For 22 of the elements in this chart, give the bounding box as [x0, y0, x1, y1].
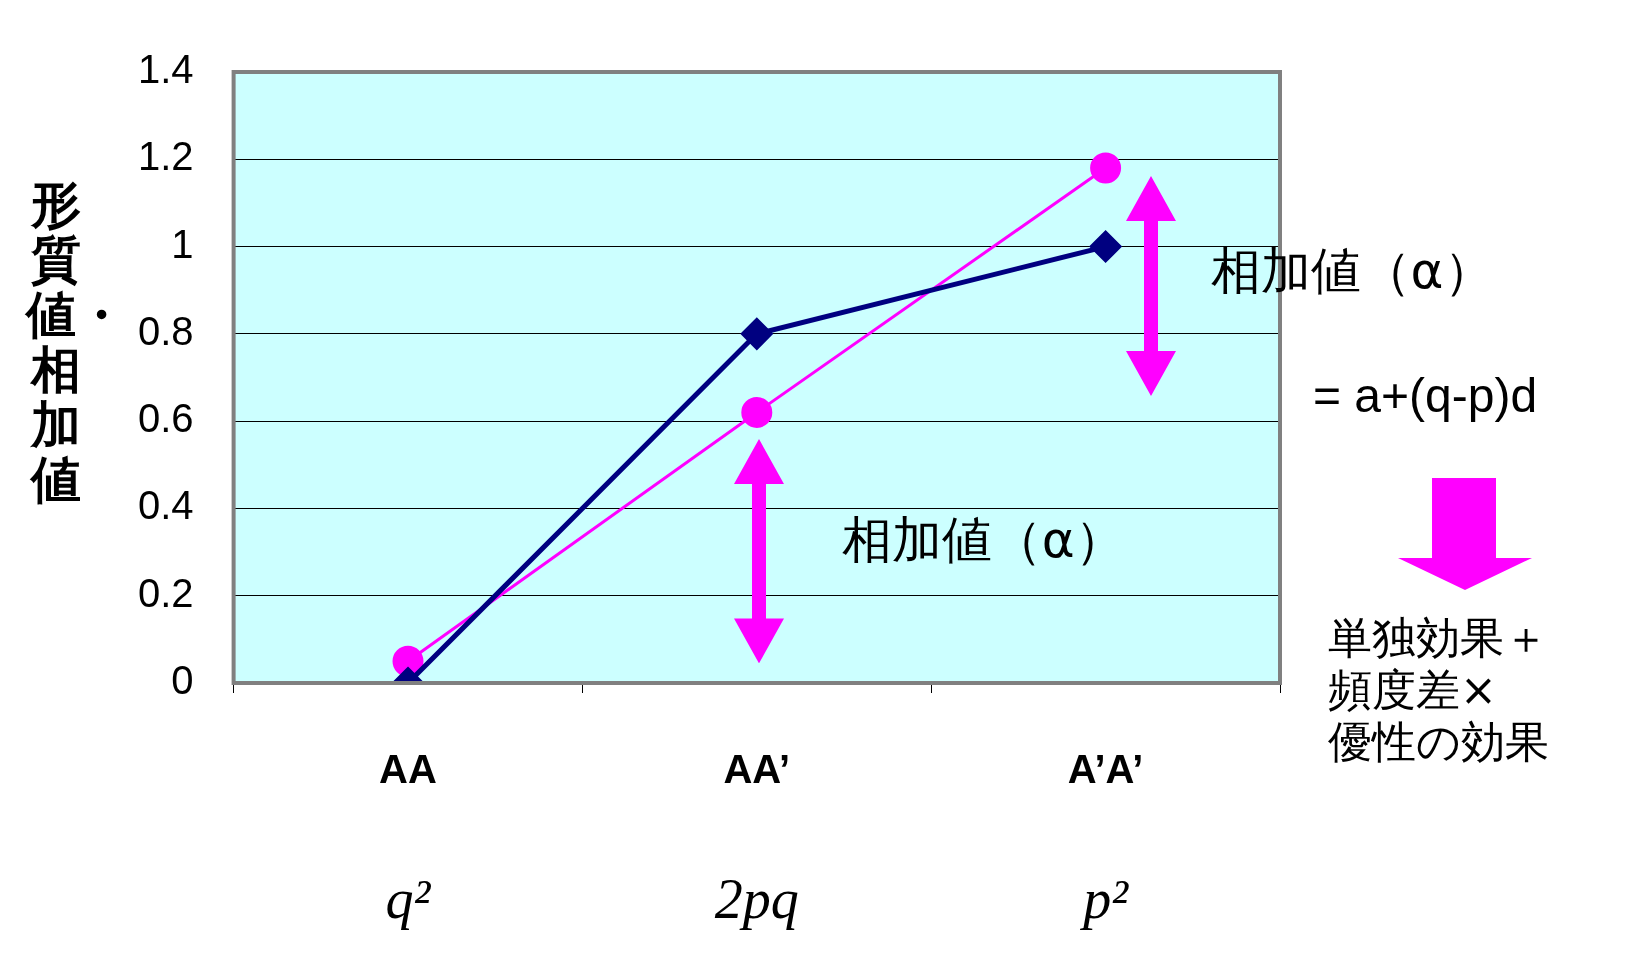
- category-label: AA q²: [379, 747, 437, 930]
- category-label: A’A’ p²: [1067, 747, 1144, 930]
- y-tick-label: 1.2: [138, 134, 194, 179]
- annotation: 相加値（α）: [1210, 242, 1494, 301]
- y-axis-title: 形質値・相加値: [26, 176, 126, 509]
- category-label: AA’ 2pq: [714, 747, 799, 930]
- text: 優性の効果: [1328, 716, 1549, 768]
- point: [1090, 231, 1122, 263]
- text: 頻度差×: [1328, 664, 1497, 716]
- y-tick-label: 0.8: [138, 308, 194, 353]
- text: = a+(q-p)d: [1313, 368, 1538, 424]
- y-tick-label: 0.2: [138, 570, 194, 615]
- annotation: 相加値（α）: [841, 510, 1125, 570]
- y-tick-label: 1.4: [138, 47, 194, 92]
- y-tick-label: 0: [171, 658, 194, 703]
- y-tick-label: 0.6: [138, 396, 194, 441]
- point: [741, 318, 773, 350]
- point: [741, 396, 773, 428]
- y-tick-label: 1: [171, 221, 194, 266]
- point: [1090, 152, 1122, 184]
- y-tick-label: 0.4: [138, 483, 194, 528]
- text: 単独効果＋: [1328, 612, 1548, 664]
